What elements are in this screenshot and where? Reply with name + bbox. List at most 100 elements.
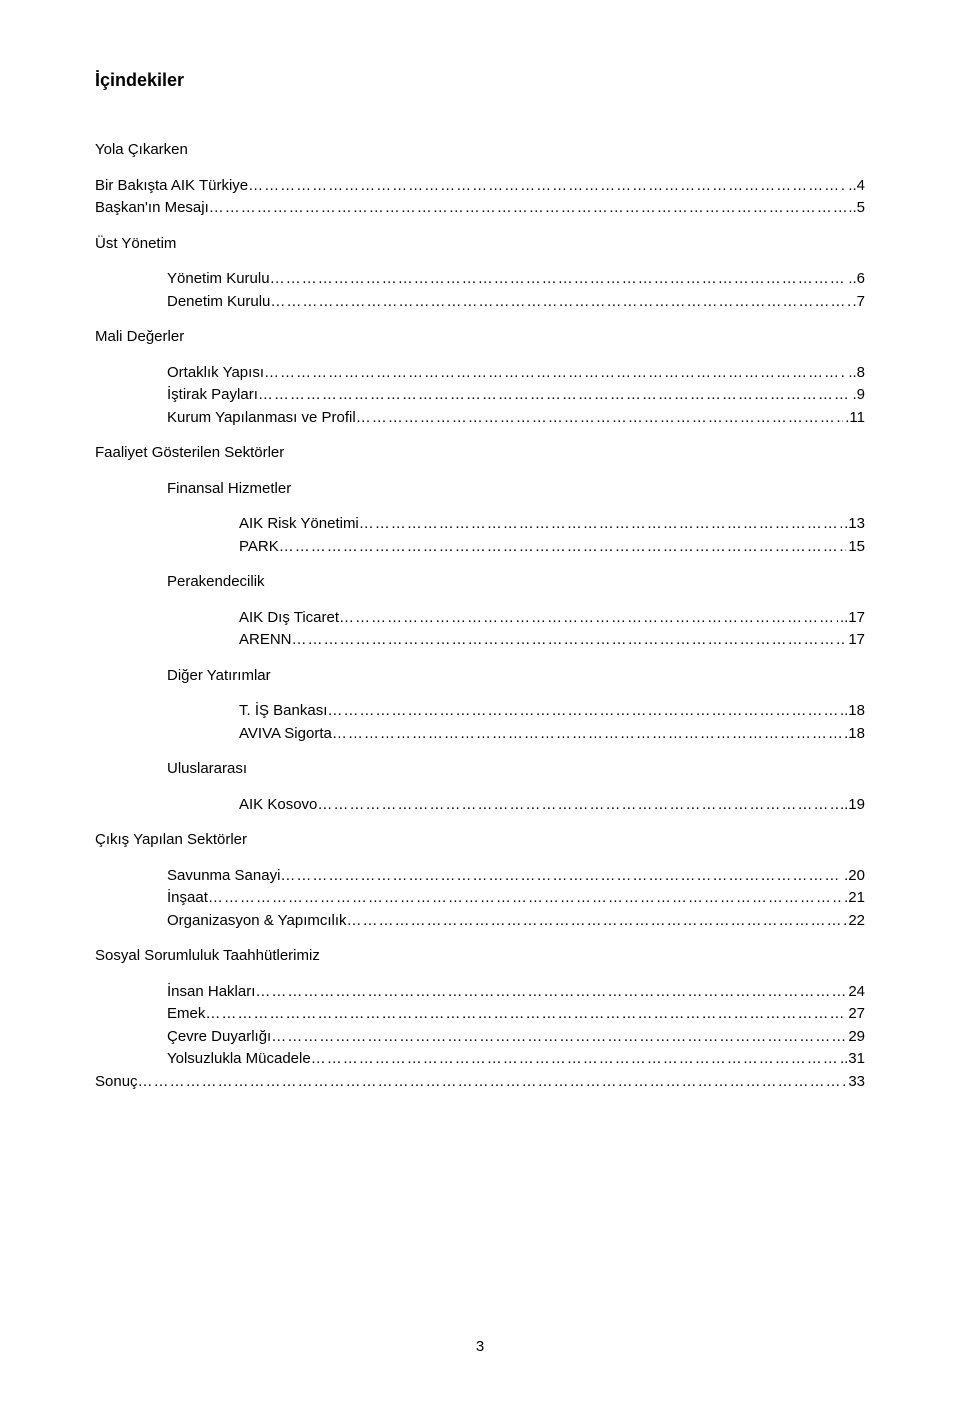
toc-entry-page: .21 — [842, 887, 865, 910]
toc-leader — [317, 794, 838, 817]
toc-entry: Faaliyet Gösterilen Sektörler — [95, 442, 865, 465]
toc-entry: ARENN 17 — [239, 629, 865, 652]
toc-entry-page: 24 — [846, 981, 865, 1004]
toc-entry-page: 27 — [846, 1003, 865, 1026]
toc-entry-label: Diğer Yatırımlar — [167, 665, 271, 688]
toc-entry: AIK Kosovo ..19 — [239, 794, 865, 817]
toc-entry: T. İŞ Bankası ..18 — [239, 700, 865, 723]
toc-entry-page: ..17 — [838, 607, 865, 630]
toc-entry: Başkan'ın Mesajı ..5 — [95, 197, 865, 220]
toc-entry: İnşaat .21 — [167, 887, 865, 910]
toc-leader — [347, 910, 847, 933]
toc-entry: Yola Çıkarken — [95, 139, 865, 162]
toc-leader — [270, 268, 847, 291]
toc-entry-label: Çıkış Yapılan Sektörler — [95, 829, 247, 852]
toc-entry-label: ARENN — [239, 629, 292, 652]
toc-entry-label: Sosyal Sorumluluk Taahhütlerimiz — [95, 945, 320, 968]
toc-entry-page: ..8 — [846, 362, 865, 385]
toc-entry-label: Perakendecilik — [167, 571, 265, 594]
toc-entry-label: Denetim Kurulu — [167, 291, 270, 314]
toc-entry: Çevre Duyarlığı 29 — [167, 1026, 865, 1049]
toc-entry-label: Savunma Sanayi — [167, 865, 280, 888]
toc-entry: Finansal Hizmetler — [167, 478, 865, 501]
toc-entry-page: 17 — [846, 629, 865, 652]
toc-entry-label: Yola Çıkarken — [95, 139, 188, 162]
toc-leader — [311, 1048, 838, 1071]
toc-entry: Ortaklık Yapısı ..8 — [167, 362, 865, 385]
toc-leader — [258, 384, 851, 407]
toc-entry-label: Ortaklık Yapısı — [167, 362, 264, 385]
toc-leader — [327, 700, 838, 723]
toc-entry-page: .18 — [842, 723, 865, 746]
toc-leader — [356, 407, 844, 430]
toc-leader — [359, 513, 842, 536]
toc-entry: Üst Yönetim — [95, 233, 865, 256]
toc-entry-page: 29 — [846, 1026, 865, 1049]
toc-leader — [271, 1026, 846, 1049]
toc-entry: Yönetim Kurulu..6 — [167, 268, 865, 291]
toc-entry-page: ..19 — [838, 794, 865, 817]
toc-entry-page: .9 — [850, 384, 865, 407]
toc-entry-page: ..4 — [846, 175, 865, 198]
toc-entry-page: ..31 — [838, 1048, 865, 1071]
toc-entry-label: Kurum Yapılanması ve Profil — [167, 407, 356, 430]
toc-entry-label: Organizasyon & Yapımcılık — [167, 910, 347, 933]
toc-entry-label: İnşaat — [167, 887, 208, 910]
toc-entry: Perakendecilik — [167, 571, 865, 594]
toc-leader — [209, 197, 847, 220]
toc-entry-page: 22 — [846, 910, 865, 933]
toc-entry-label: Finansal Hizmetler — [167, 478, 291, 501]
toc-entry: Çıkış Yapılan Sektörler — [95, 829, 865, 852]
toc-entry: Savunma Sanayi .20 — [167, 865, 865, 888]
toc-entry-label: Çevre Duyarlığı — [167, 1026, 271, 1049]
toc-entry: Kurum Yapılanması ve Profil .11 — [167, 407, 865, 430]
toc-entry-label: Bir Bakışta AIK Türkiye — [95, 175, 248, 198]
toc-leader — [255, 981, 846, 1004]
page-number: 3 — [0, 1338, 960, 1355]
toc-entry-label: Sonuç — [95, 1071, 138, 1094]
toc-leader — [248, 175, 846, 198]
toc-entry: Sosyal Sorumluluk Taahhütlerimiz — [95, 945, 865, 968]
toc-leader — [279, 536, 847, 559]
toc-entry-page: .7 — [850, 291, 865, 314]
toc-entry-label: İştirak Payları — [167, 384, 258, 407]
toc-entry-label: Yolsuzlukla Mücadele — [167, 1048, 311, 1071]
toc-leader — [339, 607, 838, 630]
toc-entry-page: .13 — [842, 513, 865, 536]
toc-entry-page: ..5 — [846, 197, 865, 220]
toc-entry-page: .11 — [843, 407, 865, 430]
toc-entry-page: 33 — [846, 1071, 865, 1094]
toc-entry-label: T. İŞ Bankası — [239, 700, 327, 723]
toc-leader — [280, 865, 842, 888]
toc-entry-label: AIK Dış Ticaret — [239, 607, 339, 630]
toc-entry-label: PARK — [239, 536, 279, 559]
toc-entry-page: .20 — [842, 865, 865, 888]
toc-entry-label: Uluslararası — [167, 758, 247, 781]
toc-leader — [138, 1071, 847, 1094]
toc-entry: AVIVA Sigorta.18 — [239, 723, 865, 746]
toc-leader — [292, 629, 847, 652]
toc-entry: Bir Bakışta AIK Türkiye ..4 — [95, 175, 865, 198]
toc-entry-label: AIK Risk Yönetimi — [239, 513, 359, 536]
toc-entry-label: İnsan Hakları — [167, 981, 255, 1004]
toc-entry: Yolsuzlukla Mücadele ..31 — [167, 1048, 865, 1071]
toc-entry: Uluslararası — [167, 758, 865, 781]
toc-entry: İnsan Hakları 24 — [167, 981, 865, 1004]
toc-leader — [270, 291, 850, 314]
toc-entry-page: ..18 — [838, 700, 865, 723]
toc-entry: Organizasyon & Yapımcılık 22 — [167, 910, 865, 933]
toc-entry-page: 15 — [846, 536, 865, 559]
toc-leader — [208, 887, 842, 910]
toc-entry: AIK Dış Ticaret ..17 — [239, 607, 865, 630]
toc-entry: PARK 15 — [239, 536, 865, 559]
toc-entry-label: Başkan'ın Mesajı — [95, 197, 209, 220]
toc-entry-label: Faaliyet Gösterilen Sektörler — [95, 442, 284, 465]
toc-entry-page: ..6 — [846, 268, 865, 291]
toc-entry: Sonuç 33 — [95, 1071, 865, 1094]
toc-leader — [264, 362, 846, 385]
toc-entry: İştirak Payları .9 — [167, 384, 865, 407]
toc-entry-label: AIK Kosovo — [239, 794, 317, 817]
document-page: İçindekiler Yola ÇıkarkenBir Bakışta AIK… — [0, 0, 960, 1410]
toc-entry: Denetim Kurulu .7 — [167, 291, 865, 314]
toc-entry: Emek27 — [167, 1003, 865, 1026]
